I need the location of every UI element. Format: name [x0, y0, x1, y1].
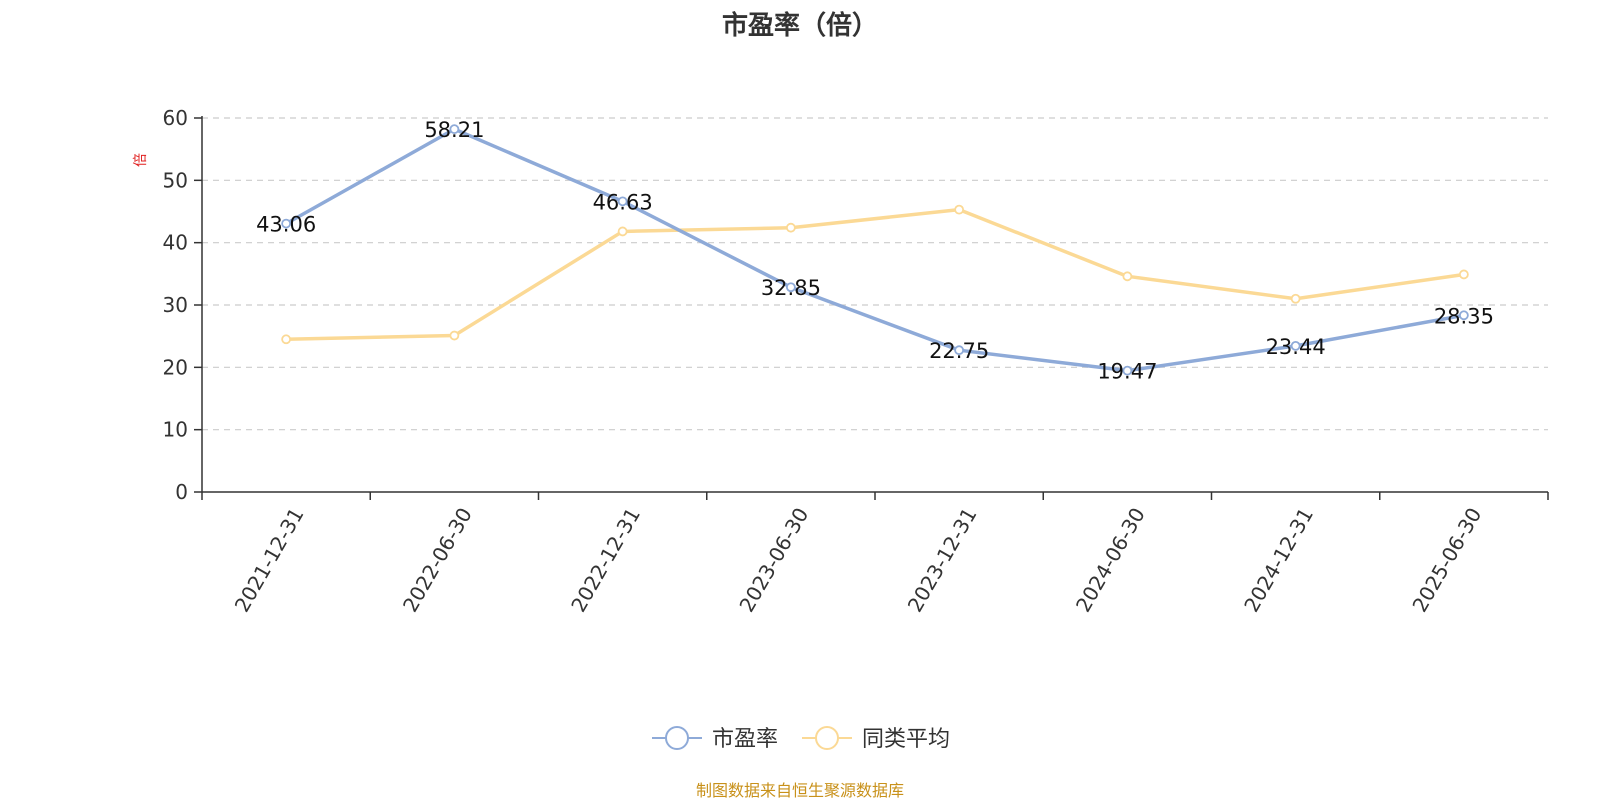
data-point: [281, 334, 292, 345]
data-label: 58.21: [424, 118, 484, 142]
data-point: [954, 204, 965, 215]
y-tick-label: 20: [163, 355, 188, 379]
data-label: 28.35: [1434, 304, 1494, 328]
legend-label: 同类平均: [862, 727, 950, 752]
data-label: 22.75: [929, 339, 989, 363]
legend-marker: [815, 726, 839, 750]
series: [281, 124, 1469, 376]
y-tick-label: 60: [163, 106, 188, 130]
x-tick-label: 2024-06-30: [1071, 504, 1150, 617]
data-point: [785, 222, 796, 233]
data-point: [1122, 365, 1133, 376]
data-label: 43.06: [256, 213, 316, 237]
data-labels: 43.06 58.21 46.63 32.85 22.75 19.47 23.44 28.35: [256, 118, 1494, 383]
series-line: [285, 127, 1465, 373]
x-tick-label: 2025-06-30: [1407, 504, 1486, 617]
axes: 0 10 20 30 40 50 60 倍 2021-12-31 2022-06-30 2022-1…: [133, 106, 1549, 617]
y-tick-label: 50: [163, 168, 188, 192]
legend-item[interactable]: 市盈率: [652, 726, 778, 752]
y-tick-label: 30: [163, 293, 188, 317]
data-point: [1458, 269, 1469, 280]
y-tick-label: 40: [163, 231, 188, 255]
data-point: [617, 196, 628, 207]
data-point: [954, 345, 965, 356]
data-point: [1290, 340, 1301, 351]
y-axis-unit: 倍: [133, 153, 149, 167]
x-tick-label: 2022-12-31: [566, 504, 645, 617]
x-tick-label: 2022-06-30: [398, 504, 477, 617]
y-tick-label: 10: [163, 418, 188, 442]
data-label: 23.44: [1266, 335, 1326, 359]
data-point: [1458, 310, 1469, 321]
x-tick-label: 2021-12-31: [230, 504, 309, 617]
data-point: [449, 330, 460, 341]
data-point: [617, 226, 628, 237]
data-point: [449, 124, 460, 135]
data-point: [281, 218, 292, 229]
legend-marker: [665, 726, 689, 750]
source-note: 制图数据来自恒生聚源数据库: [696, 781, 904, 800]
data-label: 19.47: [1097, 360, 1157, 384]
grid-lines: [202, 117, 1548, 431]
legend-item[interactable]: 同类平均: [802, 726, 950, 752]
series-line: [286, 207, 1465, 342]
data-point: [785, 282, 796, 293]
legend[interactable]: 市盈率 同类平均: [652, 726, 950, 752]
data-label: 46.63: [593, 190, 653, 214]
x-tick-label: 2024-12-31: [1239, 504, 1318, 617]
x-tick-label: 2023-12-31: [903, 504, 982, 617]
chart-title: 市盈率（倍）: [722, 10, 878, 41]
legend-label: 市盈率: [712, 727, 778, 752]
x-tick-label: 2023-06-30: [734, 504, 813, 617]
y-tick-label: 0: [175, 480, 188, 504]
data-label: 32.85: [761, 276, 821, 300]
data-point: [1122, 271, 1133, 282]
data-point: [1290, 293, 1301, 304]
